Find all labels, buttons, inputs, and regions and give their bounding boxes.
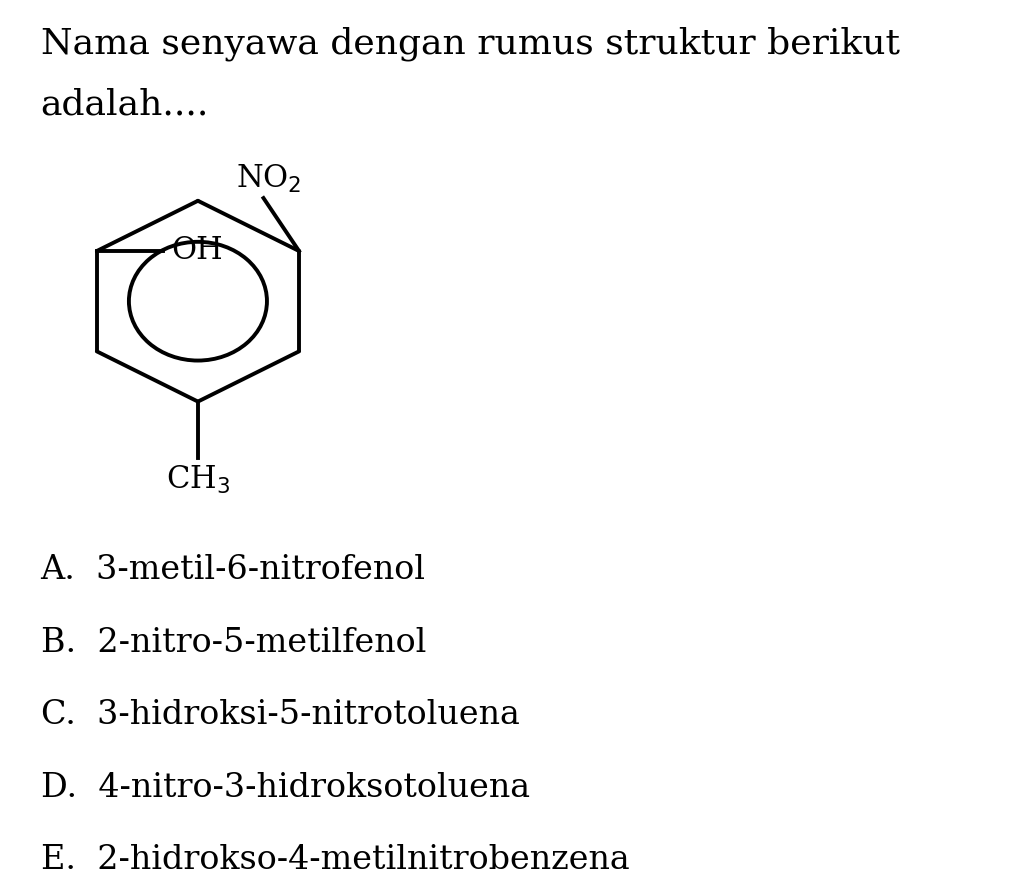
Text: NO$_2$: NO$_2$	[235, 162, 301, 195]
Text: E.  2-hidrokso-4-metilnitrobenzena: E. 2-hidrokso-4-metilnitrobenzena	[41, 844, 629, 873]
Text: CH$_3$: CH$_3$	[165, 464, 230, 496]
Text: Nama senyawa dengan rumus struktur berikut: Nama senyawa dengan rumus struktur berik…	[41, 26, 899, 61]
Text: adalah....: adalah....	[41, 87, 209, 121]
Text: OH: OH	[171, 236, 222, 266]
Text: A.  3-metil-6-nitrofenol: A. 3-metil-6-nitrofenol	[41, 554, 425, 587]
Text: D.  4-nitro-3-hidroksotoluena: D. 4-nitro-3-hidroksotoluena	[41, 772, 530, 804]
Text: C.  3-hidroksi-5-nitrotoluena: C. 3-hidroksi-5-nitrotoluena	[41, 699, 520, 732]
Text: B.  2-nitro-5-metilfenol: B. 2-nitro-5-metilfenol	[41, 627, 426, 659]
